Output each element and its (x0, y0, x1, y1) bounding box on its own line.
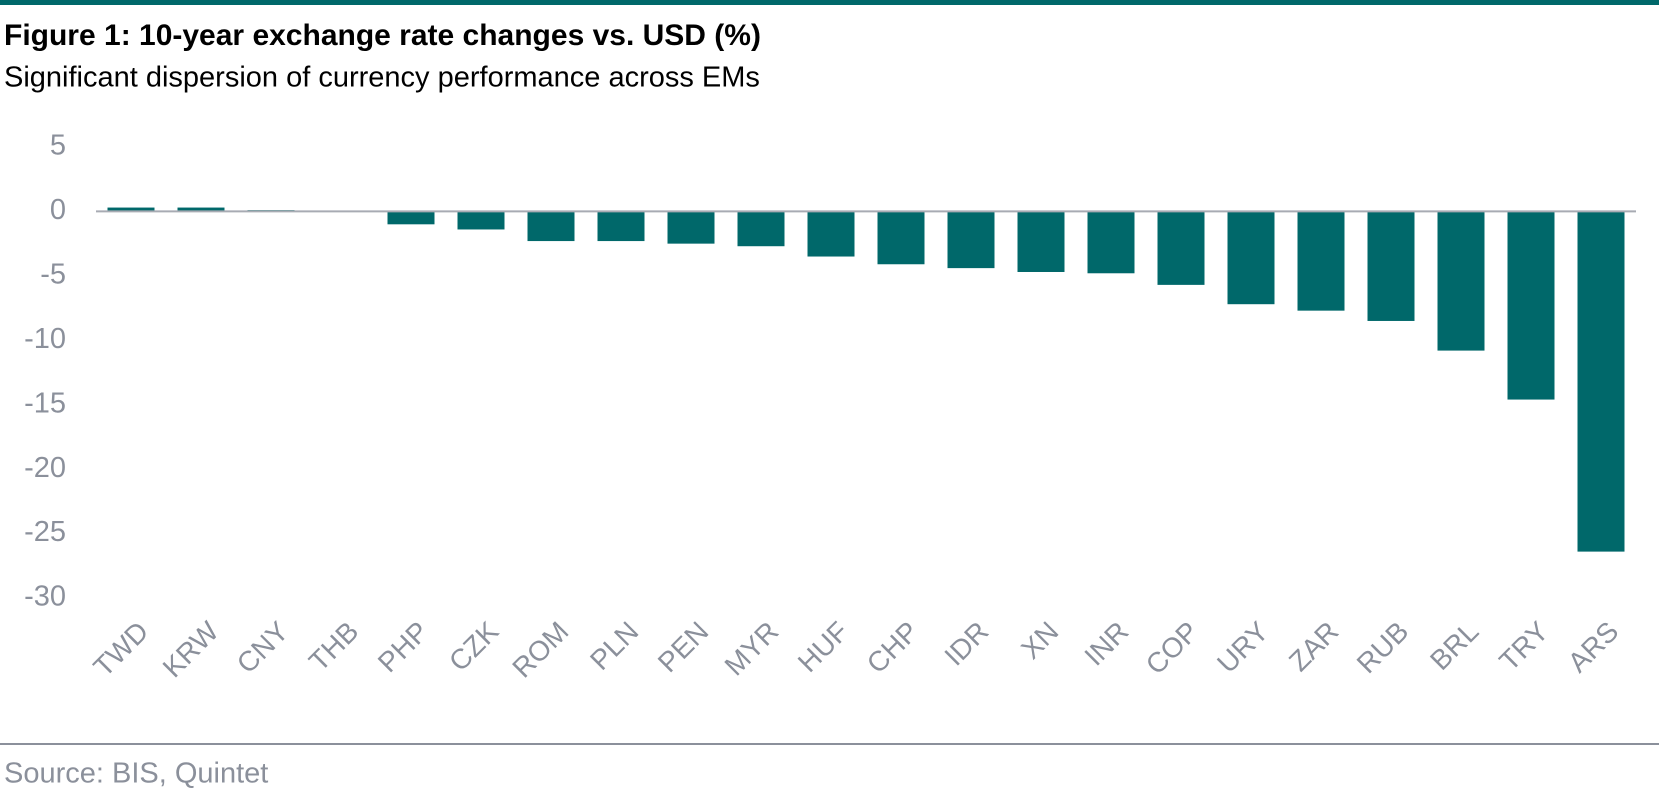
bar (667, 211, 715, 244)
bar (107, 207, 155, 212)
x-tick-label: BRL (1424, 616, 1484, 676)
x-tick-label: ZAR (1283, 616, 1345, 678)
y-tick-label: -25 (24, 516, 66, 548)
top-rule (0, 0, 1659, 5)
x-tick-label: PHP (372, 616, 435, 679)
bar (1577, 211, 1625, 552)
x-tick-label: KRW (157, 615, 225, 683)
x-tick-label: CHP (861, 616, 925, 680)
x-tick-label: PLN (584, 616, 644, 676)
bar (1017, 211, 1065, 272)
x-tick-label: INR (1078, 616, 1134, 672)
x-tick-label: MYR (719, 616, 785, 682)
y-tick-label: -20 (24, 452, 66, 484)
bar (1297, 211, 1345, 311)
y-tick-label: 0 (50, 194, 66, 226)
y-tick-label: -10 (24, 323, 66, 355)
y-tick-label: -5 (40, 259, 66, 291)
bar (877, 211, 925, 265)
bar (1437, 211, 1485, 351)
source-note: Source: BIS, Quintet (4, 758, 268, 790)
bar (177, 207, 225, 212)
x-tick-label: ROM (506, 616, 574, 684)
bar (1507, 211, 1555, 400)
bar (1367, 211, 1415, 321)
bar (457, 211, 505, 230)
bar (1227, 211, 1275, 305)
x-tick-label: THB (303, 616, 365, 678)
x-tick-label: URY (1211, 615, 1275, 679)
y-tick-label: -30 (24, 581, 66, 613)
bar (527, 211, 575, 242)
x-tick-label: TWD (87, 616, 154, 683)
y-tick-label: -15 (24, 387, 66, 419)
x-tick-label: ARS (1562, 616, 1625, 679)
x-tick-label: CZK (443, 615, 505, 677)
bar (947, 211, 995, 269)
y-tick-label: 5 (50, 130, 66, 162)
x-tick-label: PEN (652, 616, 715, 679)
x-tick-label: CNY (231, 615, 295, 679)
bar (1157, 211, 1205, 285)
bar (597, 211, 645, 242)
x-tick-label: TRY (1493, 615, 1554, 676)
x-tick-label: COP (1140, 616, 1205, 681)
x-tick-label: XN (1015, 616, 1064, 665)
chart-subtitle: Significant dispersion of currency perfo… (4, 62, 760, 94)
x-tick-label: RUB (1351, 616, 1415, 680)
x-tick-label: IDR (938, 616, 994, 672)
bar (737, 211, 785, 247)
bar (807, 211, 855, 257)
bar (387, 211, 435, 225)
x-tick-label: HUF (792, 616, 855, 679)
bar (1087, 211, 1135, 274)
chart-title: Figure 1: 10-year exchange rate changes … (4, 19, 761, 52)
